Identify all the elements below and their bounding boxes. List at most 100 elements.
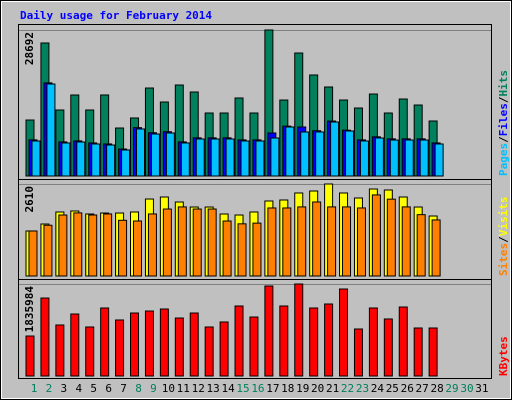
legend: Sites/Visits <box>497 197 510 277</box>
x-tick-label: 27 <box>416 382 429 395</box>
bar <box>413 327 423 377</box>
bar <box>103 213 113 277</box>
x-tick-label: 17 <box>266 382 279 395</box>
bar <box>225 138 235 177</box>
bar <box>210 138 220 177</box>
bar <box>162 208 172 277</box>
bar <box>359 140 369 177</box>
bar <box>58 214 68 277</box>
bar <box>73 212 83 277</box>
x-tick-label: 24 <box>371 382 385 395</box>
bar <box>207 208 217 277</box>
x-tick-label: 15 <box>236 382 249 395</box>
bar <box>121 149 131 177</box>
x-tick-label: 13 <box>207 382 220 395</box>
x-tick-label: 4 <box>75 382 82 395</box>
bar <box>237 223 247 277</box>
x-tick-label: 25 <box>386 382 399 395</box>
x-tick-label: 19 <box>296 382 309 395</box>
bar <box>339 288 349 377</box>
bar <box>144 310 154 377</box>
x-tick-label: 14 <box>221 382 235 395</box>
bar <box>431 219 441 277</box>
legend-separator: / <box>497 136 510 143</box>
bar <box>309 307 319 377</box>
bar <box>204 326 214 377</box>
bar <box>100 307 110 377</box>
bar <box>294 283 304 377</box>
bar <box>404 139 414 177</box>
legend-entry: Visits <box>497 197 510 237</box>
bar <box>31 140 41 177</box>
bar <box>386 198 396 277</box>
legend-entry: Files <box>497 103 510 136</box>
bar <box>389 139 399 177</box>
bar <box>159 308 169 377</box>
y-tick-label: 28692 <box>23 32 36 65</box>
y-tick-label: 2610 <box>23 186 36 213</box>
bar <box>165 132 175 177</box>
x-tick-label: 18 <box>281 382 294 395</box>
x-tick-label: 22 <box>341 382 354 395</box>
bar <box>249 316 259 377</box>
bar <box>312 201 322 277</box>
bar <box>356 207 366 277</box>
bar <box>40 297 50 377</box>
bar <box>428 327 438 377</box>
bar <box>61 142 71 177</box>
bar <box>416 214 426 277</box>
x-tick-label: 6 <box>105 382 112 395</box>
x-tick-label: 3 <box>61 382 68 395</box>
bar <box>252 222 262 277</box>
bar <box>150 133 160 177</box>
x-tick-label: 2 <box>46 382 53 395</box>
bar <box>46 83 56 177</box>
bar <box>195 138 205 177</box>
bar <box>147 213 157 277</box>
bar <box>255 140 265 177</box>
bar <box>219 321 229 377</box>
x-tick-label: 9 <box>150 382 157 395</box>
x-tick-label: 20 <box>311 382 324 395</box>
bar <box>136 128 146 177</box>
x-tick-label: 26 <box>401 382 414 395</box>
x-tick-label: 7 <box>120 382 127 395</box>
plot-frame <box>18 24 492 379</box>
bar <box>222 220 232 277</box>
bar <box>192 208 202 277</box>
x-tick-label: 29 <box>445 382 458 395</box>
legend-entry: KBytes <box>497 336 510 376</box>
bar <box>368 307 378 377</box>
bar <box>327 206 337 277</box>
bar <box>130 312 140 377</box>
x-tick-label: 28 <box>430 382 443 395</box>
bar <box>300 131 310 177</box>
bar <box>43 224 53 277</box>
bar <box>419 139 429 177</box>
x-tick-label: 12 <box>192 382 205 395</box>
legend-entry: Sites <box>497 243 510 276</box>
bar <box>330 121 340 177</box>
bar <box>106 144 116 177</box>
x-tick-label: 21 <box>326 382 339 395</box>
x-tick-label: 11 <box>177 382 190 395</box>
bar <box>76 141 86 177</box>
x-tick-label: 5 <box>90 382 97 395</box>
bar <box>180 142 190 177</box>
bar <box>345 130 355 177</box>
bar <box>174 317 184 377</box>
bar <box>401 206 411 277</box>
legend: Pages/Files/Hits <box>497 70 510 176</box>
bar <box>85 326 95 377</box>
bar <box>270 137 280 177</box>
bar <box>70 313 80 377</box>
x-tick-label: 10 <box>162 382 175 395</box>
bar <box>342 206 352 277</box>
bar <box>118 219 128 277</box>
legend: KBytes <box>497 336 510 376</box>
chart-title: Daily usage for February 2014 <box>20 9 212 22</box>
bar <box>234 305 244 377</box>
x-tick-label: 8 <box>135 382 142 395</box>
